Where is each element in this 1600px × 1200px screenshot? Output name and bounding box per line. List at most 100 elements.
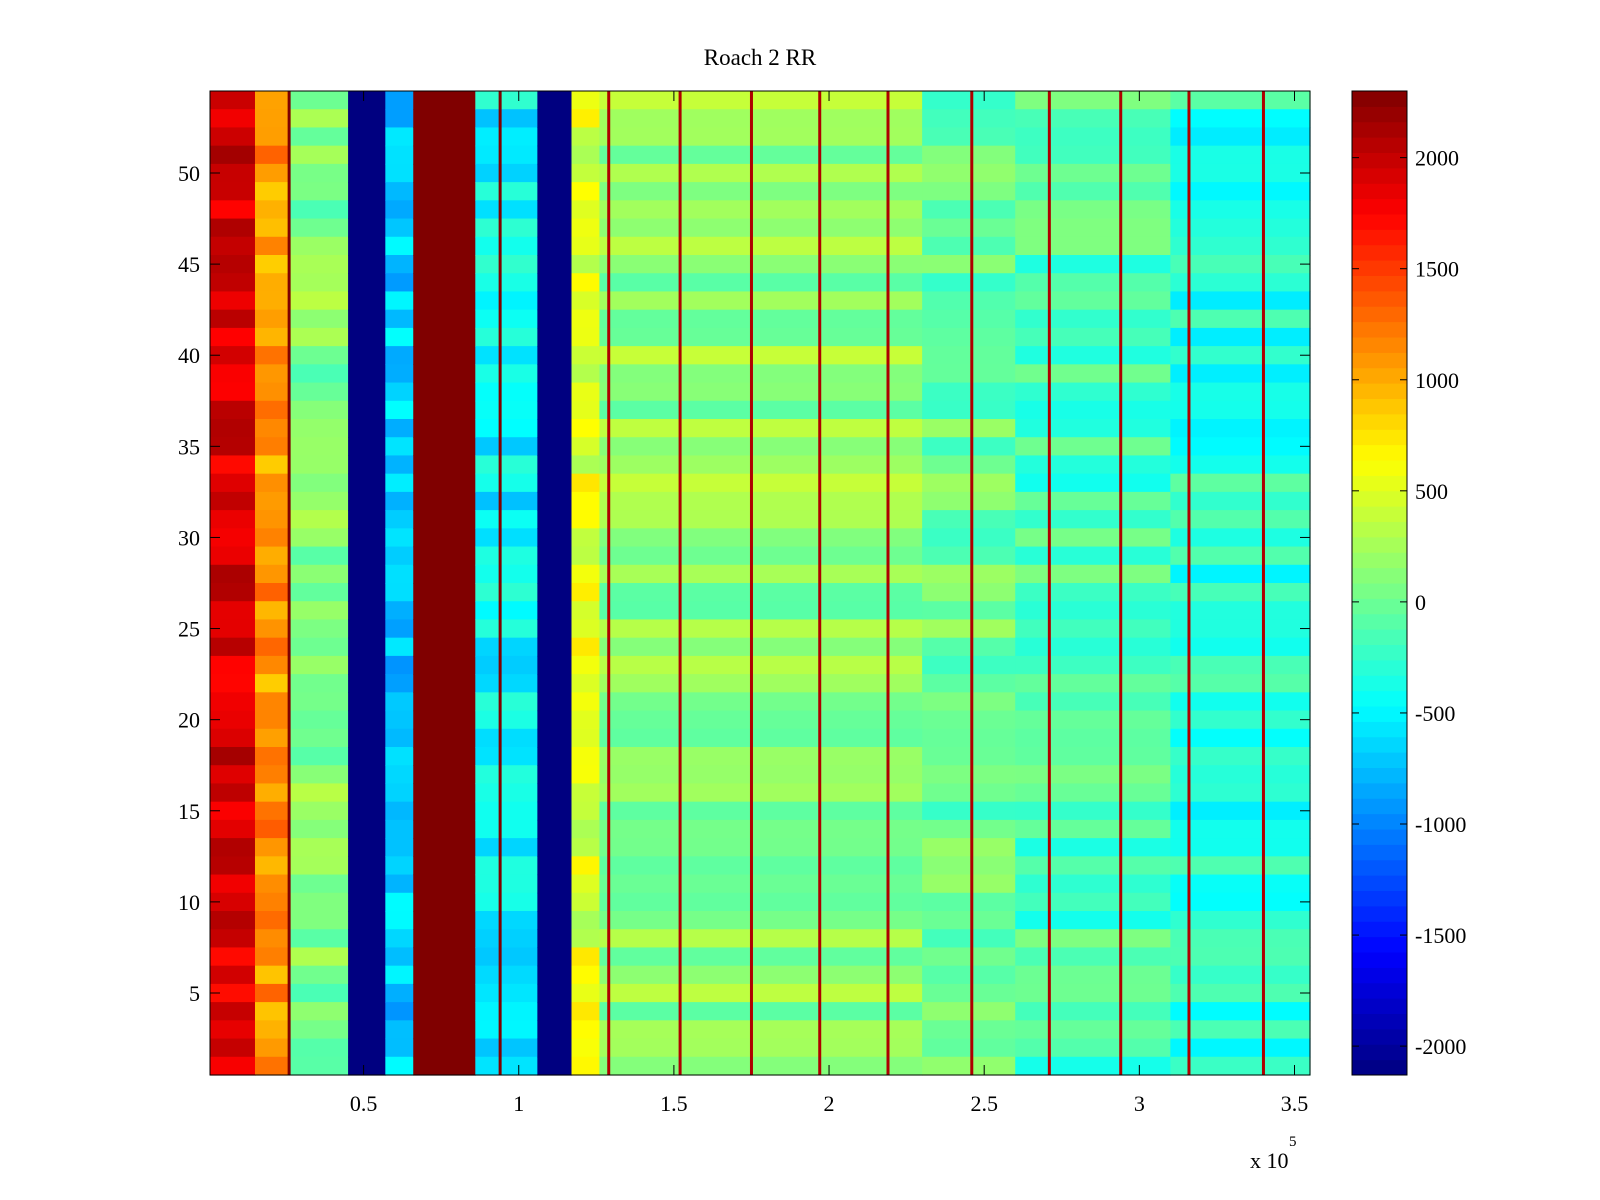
heatmap-cell (254, 637, 290, 657)
heatmap-cell (348, 601, 386, 621)
heatmap-cell (475, 783, 538, 803)
heatmap-cell (571, 291, 601, 311)
heatmap-cell (1015, 255, 1171, 274)
heatmap-cell (599, 674, 923, 693)
heatmap-cell (385, 583, 414, 602)
heatmap-cell (475, 218, 538, 238)
heatmap-cell (210, 911, 256, 930)
colorbar-swatch (1352, 890, 1407, 907)
heatmap-cell (571, 419, 601, 438)
heatmap-cell (385, 91, 414, 110)
colorbar-swatch (1352, 1028, 1407, 1045)
heatmap-cell (1170, 309, 1311, 329)
heatmap-cell (385, 309, 414, 329)
x-axis-ticks: 0.5 1 1.5 2 2.5 3 3.5 (350, 91, 1308, 1116)
heatmap-cell (385, 528, 414, 548)
heatmap-cell (1170, 127, 1311, 147)
heatmap-cell (348, 911, 386, 930)
heatmap-cell (475, 965, 538, 985)
vertical-line (607, 91, 611, 1075)
heatmap-cell (571, 819, 601, 839)
heatmap-cell (254, 747, 290, 766)
heatmap-cell (210, 619, 256, 639)
heatmap-cell (254, 710, 290, 730)
heatmap-cell (475, 637, 538, 657)
colorbar-swatch (1352, 152, 1407, 169)
heatmap-cell (1015, 601, 1171, 621)
heatmap-cell (571, 601, 601, 621)
heatmap-cell (385, 929, 414, 949)
heatmap-cell (413, 419, 476, 438)
heatmap-cell (254, 218, 290, 238)
heatmap-cell (385, 145, 414, 165)
heatmap-cell (571, 892, 601, 912)
heatmap-cell (385, 127, 414, 147)
heatmap-cell (475, 510, 538, 529)
heatmap-cell (348, 947, 386, 967)
heatmap-cell (599, 327, 923, 347)
colorbar-swatch (1352, 675, 1407, 692)
heatmap-cell (289, 327, 349, 347)
heatmap-cell (348, 109, 386, 129)
heatmap-cell (599, 911, 923, 930)
heatmap-cell (210, 564, 256, 584)
heatmap-cell (922, 145, 1016, 165)
colorbar-swatch (1352, 229, 1407, 246)
colorbar-swatch (1352, 167, 1407, 184)
heatmap-cell (348, 765, 386, 785)
colorbar-swatch (1352, 367, 1407, 384)
heatmap-cell (922, 327, 1016, 347)
heatmap-cell (475, 583, 538, 602)
heatmap-cell (537, 327, 573, 347)
heatmap-cell (922, 1020, 1016, 1040)
heatmap-cell (254, 473, 290, 493)
heatmap-cell (348, 583, 386, 602)
heatmap-cell (922, 455, 1016, 475)
colorbar-swatch (1352, 306, 1407, 323)
heatmap-cell (413, 1020, 476, 1040)
heatmap-cell (1015, 346, 1171, 365)
heatmap-cell (413, 983, 476, 1003)
heatmap-cell (210, 218, 256, 238)
heatmap-cell (254, 911, 290, 930)
heatmap-cell (413, 965, 476, 985)
heatmap-cell (385, 419, 414, 438)
plot-frame (209, 90, 1311, 1076)
heatmap-cell (254, 291, 290, 311)
heatmap-cell (1170, 619, 1311, 639)
heatmap-cell (571, 965, 601, 985)
heatmap-cell (475, 1056, 538, 1076)
heatmap-cell (254, 455, 290, 475)
heatmap-cell (210, 255, 256, 274)
heatmap-cell (254, 163, 290, 183)
heatmap-cell (210, 510, 256, 529)
heatmap-cell (413, 1002, 476, 1021)
colorbar-swatch (1352, 337, 1407, 353)
heatmap-cell (385, 965, 414, 985)
y-axis-ticks: 5 10 15 20 25 30 35 40 45 50 (178, 161, 1310, 1006)
colorbar-swatch (1352, 275, 1407, 292)
heatmap-cell (289, 583, 349, 602)
colorbar-frame (1351, 90, 1408, 1076)
heatmap-cell (922, 491, 1016, 511)
heatmap-cell (289, 163, 349, 183)
heatmap-cell (348, 528, 386, 548)
heatmap-cell (599, 382, 923, 402)
heatmap-cell (413, 473, 476, 493)
heatmap-cell (413, 309, 476, 329)
heatmap-cell (289, 400, 349, 420)
heatmap-cell (922, 856, 1016, 876)
heatmap-cell (1015, 510, 1171, 529)
heatmap-cell (385, 182, 414, 201)
heatmap-cell (537, 127, 573, 147)
heatmap-cell (254, 892, 290, 912)
heatmap-cell (475, 309, 538, 329)
heatmap-cell (1015, 911, 1171, 930)
heatmap-cell (348, 747, 386, 766)
heatmap-cell (385, 291, 414, 311)
heatmap-cell (475, 236, 538, 256)
heatmap-cell (922, 783, 1016, 803)
colorbar-swatch (1352, 244, 1407, 261)
colorbar-swatch (1352, 567, 1407, 584)
heatmap-cell (413, 892, 476, 912)
